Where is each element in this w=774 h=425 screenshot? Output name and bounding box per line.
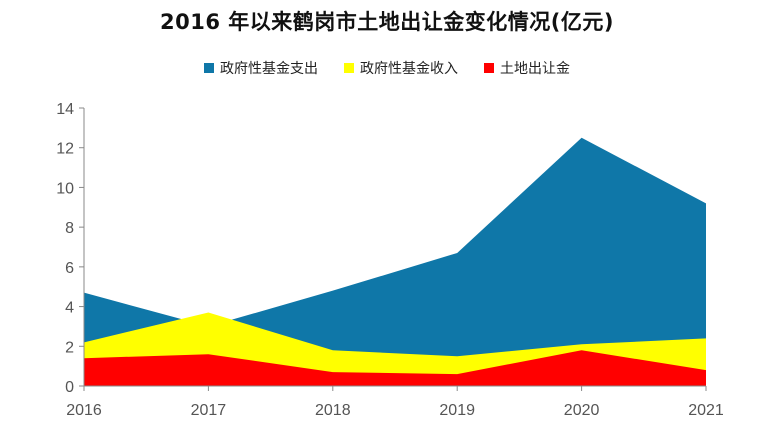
x-tick-label: 2019 [439, 402, 475, 419]
legend-item-expenditure: 政府性基金支出 [204, 58, 318, 78]
legend-label-revenue: 政府性基金收入 [360, 61, 458, 77]
x-tick-label: 2020 [564, 402, 600, 419]
chart-title: 2016 年以来鹤岗市土地出让金变化情况(亿元) [160, 10, 614, 34]
y-tick-label: 0 [65, 379, 74, 396]
x-tick-label: 2018 [315, 402, 351, 419]
x-tick-label: 2017 [191, 402, 227, 419]
legend-swatch-revenue [344, 63, 354, 73]
legend-label-land-transfer: 土地出让金 [500, 61, 570, 77]
legend-swatch-expenditure [204, 63, 214, 73]
y-tick-label: 4 [65, 300, 74, 317]
y-tick-label: 10 [56, 180, 74, 197]
legend-item-land-transfer: 土地出让金 [484, 58, 570, 78]
x-tick-label: 2021 [688, 402, 724, 419]
y-tick-label: 6 [65, 260, 74, 277]
y-tick-label: 12 [56, 141, 74, 158]
y-tick-label: 14 [56, 101, 74, 118]
x-tick-label: 2016 [66, 402, 102, 419]
y-tick-label: 8 [65, 220, 74, 237]
legend-swatch-land-transfer [484, 63, 494, 73]
y-tick-label: 2 [65, 339, 74, 356]
plot-area [84, 137, 706, 386]
legend-item-revenue: 政府性基金收入 [344, 58, 458, 78]
legend-label-expenditure: 政府性基金支出 [220, 61, 318, 77]
legend: 政府性基金支出 政府性基金收入 土地出让金 [0, 58, 774, 78]
axes: 0 2 4 6 8 10 12 14 2016 2017 2018 2019 2020 2021 [56, 101, 724, 419]
area-series-land-transfer [84, 350, 706, 386]
